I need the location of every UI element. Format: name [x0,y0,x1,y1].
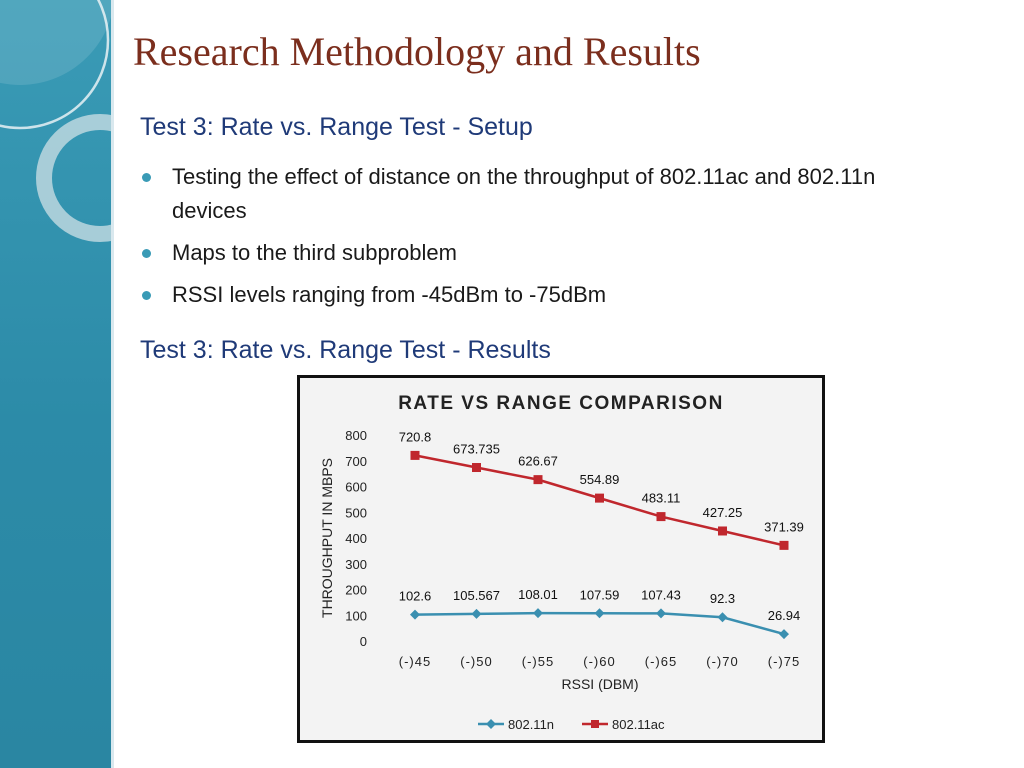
data-label: 626.67 [518,454,558,469]
data-label: 427.25 [703,505,743,520]
data-label: 92.3 [710,591,735,606]
x-axis-label: RSSI (DBM) [562,676,639,692]
rate-vs-range-chart: RATE VS RANGE COMPARISON 0 100 200 300 400 500… [297,375,825,743]
data-point-802-11n [533,608,543,619]
bullet-list: Testing the effect of distance on the th… [140,160,930,320]
y-tick-label: 0 [360,634,367,649]
data-label: 554.89 [580,472,620,487]
legend-marker [486,719,496,729]
x-tick-label: (-)50 [460,654,492,669]
data-point-802-11ac [718,526,727,536]
sidebar-divider [111,0,114,768]
x-tick-label: (-)70 [706,654,738,669]
bullet-text: RSSI levels ranging from -45dBm to -75dB… [172,282,607,307]
y-tick-label: 500 [345,505,367,520]
data-point-802-11n [471,608,482,619]
data-point-802-11ac [533,475,543,485]
data-point-802-11n [779,629,789,640]
data-point-802-11ac [410,450,420,460]
x-tick-label: (-)45 [399,654,431,669]
data-label: 105.567 [453,588,500,603]
legend-label: 802.11ac [612,717,665,732]
data-point-802-11n [656,608,666,619]
data-label: 107.59 [580,587,620,602]
data-label: 720.8 [399,429,432,444]
bullet-icon [142,249,151,258]
y-tick-label: 800 [345,428,367,443]
y-axis-label: THROUGHPUT IN MBPS [319,458,335,618]
data-point-802-11ac [595,493,604,503]
bullet-item: Maps to the third subproblem [140,236,930,270]
chart-title: RATE VS RANGE COMPARISON [398,393,724,414]
data-point-802-11n [410,609,420,620]
x-tick-label: (-)55 [522,654,554,669]
data-point-802-11ac [779,540,789,550]
y-tick-label: 600 [345,480,367,495]
y-tick-label: 100 [345,608,367,623]
legend-marker [591,720,599,728]
data-point-802-11ac [656,512,666,522]
data-label: 371.39 [764,519,804,534]
data-label: 483.11 [642,491,681,506]
data-label: 107.43 [641,587,681,602]
slide-title: Research Methodology and Results [133,29,701,74]
y-tick-label: 300 [345,557,367,572]
bullet-text: Testing the effect of distance on the th… [172,164,876,223]
data-label: 673.735 [453,442,500,457]
results-heading: Test 3: Rate vs. Range Test - Results [140,336,551,364]
bullet-icon [142,291,151,300]
y-tick-label: 700 [345,454,367,469]
data-point-802-11n [717,612,728,623]
y-tick-label: 200 [345,583,367,598]
data-point-802-11ac [472,463,481,473]
chart-canvas: RATE VS RANGE COMPARISON 0 100 200 300 400 500… [319,393,804,732]
bullet-icon [142,173,151,182]
y-tick-label: 400 [345,531,367,546]
data-point-802-11n [594,608,605,619]
data-label: 102.6 [399,589,432,604]
x-tick-label: (-)65 [645,654,677,669]
bullet-text: Maps to the third subproblem [172,240,457,265]
data-label: 108.01 [518,587,558,602]
decorative-sidebar [0,0,114,768]
legend-label: 802.11n [508,717,554,732]
x-tick-label: (-)60 [583,654,615,669]
setup-heading: Test 3: Rate vs. Range Test - Setup [140,113,533,141]
bullet-item: RSSI levels ranging from -45dBm to -75dB… [140,278,930,312]
bullet-item: Testing the effect of distance on the th… [140,160,930,228]
decorative-rings [0,0,114,242]
data-label: 26.94 [768,608,801,623]
x-tick-label: (-)75 [768,654,800,669]
